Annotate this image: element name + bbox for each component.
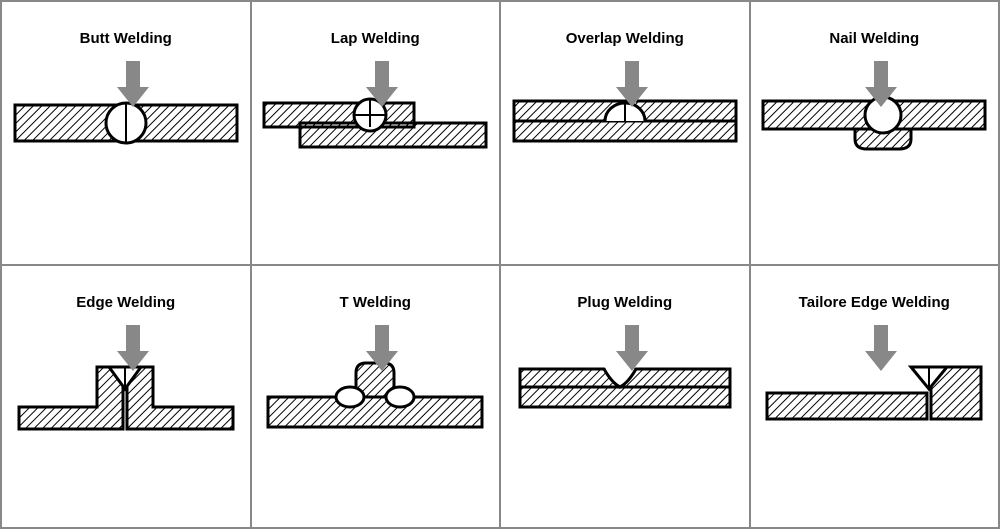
title-lap: Lap Welding — [331, 30, 420, 47]
title-butt: Butt Welding — [80, 30, 172, 47]
diagram-edge — [2, 349, 250, 528]
cell-nail-welding: Nail Welding — [750, 1, 1000, 265]
diagram-t — [252, 349, 500, 528]
diagram-lap — [252, 85, 500, 264]
cell-tailored-edge-welding: Tailore Edge Welding — [750, 265, 1000, 529]
cell-butt-welding: Butt Welding — [1, 1, 251, 265]
title-plug: Plug Welding — [577, 294, 672, 311]
cell-t-welding: T Welding — [251, 265, 501, 529]
cell-lap-welding: Lap Welding — [251, 1, 501, 265]
title-tailored: Tailore Edge Welding — [799, 294, 950, 311]
title-nail: Nail Welding — [829, 30, 919, 47]
diagram-nail — [751, 85, 999, 264]
cell-edge-welding: Edge Welding — [1, 265, 251, 529]
title-overlap: Overlap Welding — [566, 30, 684, 47]
welding-types-grid: Butt Welding Lap Welding — [0, 0, 1000, 529]
diagram-tailored — [751, 349, 999, 528]
diagram-plug — [501, 349, 749, 528]
diagram-butt — [2, 85, 250, 264]
title-t: T Welding — [340, 294, 411, 311]
cell-plug-welding: Plug Welding — [500, 265, 750, 529]
diagram-overlap — [501, 85, 749, 264]
cell-overlap-welding: Overlap Welding — [500, 1, 750, 265]
title-edge: Edge Welding — [76, 294, 175, 311]
